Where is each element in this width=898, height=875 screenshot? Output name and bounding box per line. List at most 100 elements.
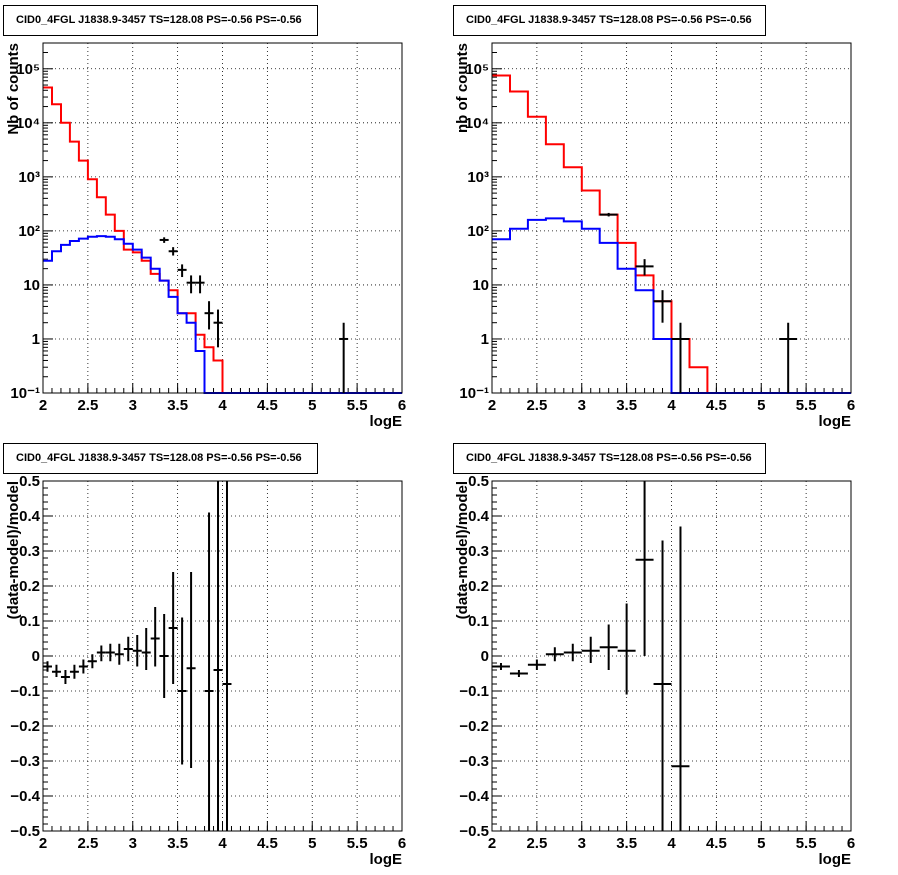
panel-top-left-counts: CID0_4FGL J1838.9-3457 TS=128.08 PS=-0.5… <box>3 5 406 430</box>
x-tick-label: 5 <box>757 397 765 414</box>
chart-title: CID0_4FGL J1838.9-3457 TS=128.08 PS=-0.5… <box>16 14 302 26</box>
y-tick-label: 0.3 <box>468 543 489 560</box>
x-tick-label: 3 <box>578 835 586 852</box>
title-box <box>3 443 318 474</box>
x-tick-label: 4.5 <box>257 835 278 852</box>
x-axis-label: logE <box>819 851 852 868</box>
data-point <box>195 275 205 294</box>
y-tick-label: 10 <box>472 277 489 294</box>
data-point <box>204 512 214 831</box>
data-point <box>545 647 564 662</box>
x-tick-label: 4.5 <box>257 397 278 414</box>
y-tick-label: 10 <box>23 277 40 294</box>
plot-frame <box>42 480 403 832</box>
data-point <box>51 664 61 677</box>
x-tick-label: 2 <box>488 397 496 414</box>
x-tick-label: 5 <box>757 835 765 852</box>
x-tick-label: 2.5 <box>526 835 547 852</box>
x-tick-label: 3.5 <box>167 397 188 414</box>
data-point <box>599 212 618 217</box>
data-point <box>87 654 97 669</box>
x-tick-label: 6 <box>398 835 406 852</box>
data-point <box>213 309 223 348</box>
y-tick-label: 10⁴ <box>465 115 489 132</box>
x-tick-label: 3.5 <box>616 397 637 414</box>
data-point <box>105 643 115 662</box>
x-tick-label: 2.5 <box>77 835 98 852</box>
x-axis-label: logE <box>819 413 852 430</box>
data-point <box>635 259 654 276</box>
data-point <box>159 237 169 243</box>
data-point <box>671 526 690 831</box>
data-point <box>96 645 106 662</box>
y-axis-label: (data-model)/model <box>5 481 22 619</box>
data-point <box>168 247 178 256</box>
plot-frame-border <box>42 42 403 394</box>
y-tick-label: 10⁵ <box>465 61 489 78</box>
x-tick-label: 2.5 <box>526 397 547 414</box>
data-point <box>222 481 232 831</box>
x-tick-label: 4.5 <box>706 835 727 852</box>
x-tick-label: 6 <box>398 397 406 414</box>
y-tick-label: −0.2 <box>10 718 40 735</box>
y-tick-label: 0.4 <box>19 508 41 525</box>
y-axis-label: Nb of counts <box>5 43 22 135</box>
plot-frame-border <box>42 480 403 832</box>
y-tick-label: 0.5 <box>19 473 40 490</box>
data-point <box>581 636 600 663</box>
y-tick-label: −0.5 <box>459 823 489 840</box>
y-tick-label: 1 <box>481 331 489 348</box>
y-tick-label: 0.4 <box>468 508 490 525</box>
data-point <box>69 664 79 679</box>
x-tick-label: 4 <box>218 397 227 414</box>
x-tick-label: 2.5 <box>77 397 98 414</box>
data-point <box>186 275 196 294</box>
data-point <box>60 670 70 684</box>
x-tick-label: 2 <box>39 397 47 414</box>
y-tick-label: −0.4 <box>459 788 489 805</box>
x-tick-label: 5.5 <box>347 835 368 852</box>
title-box <box>453 443 766 474</box>
data-point <box>150 607 160 667</box>
x-tick-label: 2 <box>488 835 496 852</box>
plot-frame-border <box>491 42 852 394</box>
chart-title: CID0_4FGL J1838.9-3457 TS=128.08 PS=-0.5… <box>16 452 302 464</box>
y-tick-label: 10⁻¹ <box>10 385 40 402</box>
data-point <box>213 481 223 831</box>
y-tick-label: −0.4 <box>10 788 40 805</box>
y-tick-label: 10³ <box>467 169 489 186</box>
x-tick-label: 4.5 <box>706 397 727 414</box>
x-axis-label: logE <box>370 851 403 868</box>
x-tick-label: 3 <box>129 397 137 414</box>
data-point <box>492 663 510 670</box>
x-axis-label: logE <box>370 413 403 430</box>
y-tick-label: −0.3 <box>10 753 40 770</box>
data-point <box>509 670 528 677</box>
data-point <box>114 643 124 665</box>
data-point <box>123 636 133 662</box>
x-tick-label: 2 <box>39 835 47 852</box>
x-tick-label: 3 <box>578 397 586 414</box>
data-point <box>671 322 690 393</box>
data-point <box>779 322 798 393</box>
data-point <box>78 659 88 674</box>
panel-bottom-right-residuals: CID0_4FGL J1838.9-3457 TS=128.08 PS=-0.5… <box>453 443 855 868</box>
y-tick-label: 0.3 <box>19 543 40 560</box>
data-point <box>563 643 582 662</box>
y-tick-label: 0.1 <box>19 613 40 630</box>
y-tick-label: −0.2 <box>459 718 489 735</box>
y-tick-label: −0.1 <box>10 683 40 700</box>
plot-frame-border <box>491 480 852 832</box>
y-axis-label: nb of counts <box>454 43 471 133</box>
data-point <box>339 322 349 393</box>
y-tick-label: 10⁻¹ <box>459 385 489 402</box>
chart-title: CID0_4FGL J1838.9-3457 TS=128.08 PS=-0.5… <box>466 452 752 464</box>
y-tick-label: 0.1 <box>468 613 489 630</box>
x-tick-label: 3.5 <box>616 835 637 852</box>
x-tick-label: 4 <box>667 835 676 852</box>
y-tick-label: −0.1 <box>459 683 489 700</box>
y-tick-label: 10⁵ <box>16 61 40 78</box>
data-point <box>527 659 546 670</box>
data-point <box>653 290 672 323</box>
data-point <box>132 635 142 667</box>
